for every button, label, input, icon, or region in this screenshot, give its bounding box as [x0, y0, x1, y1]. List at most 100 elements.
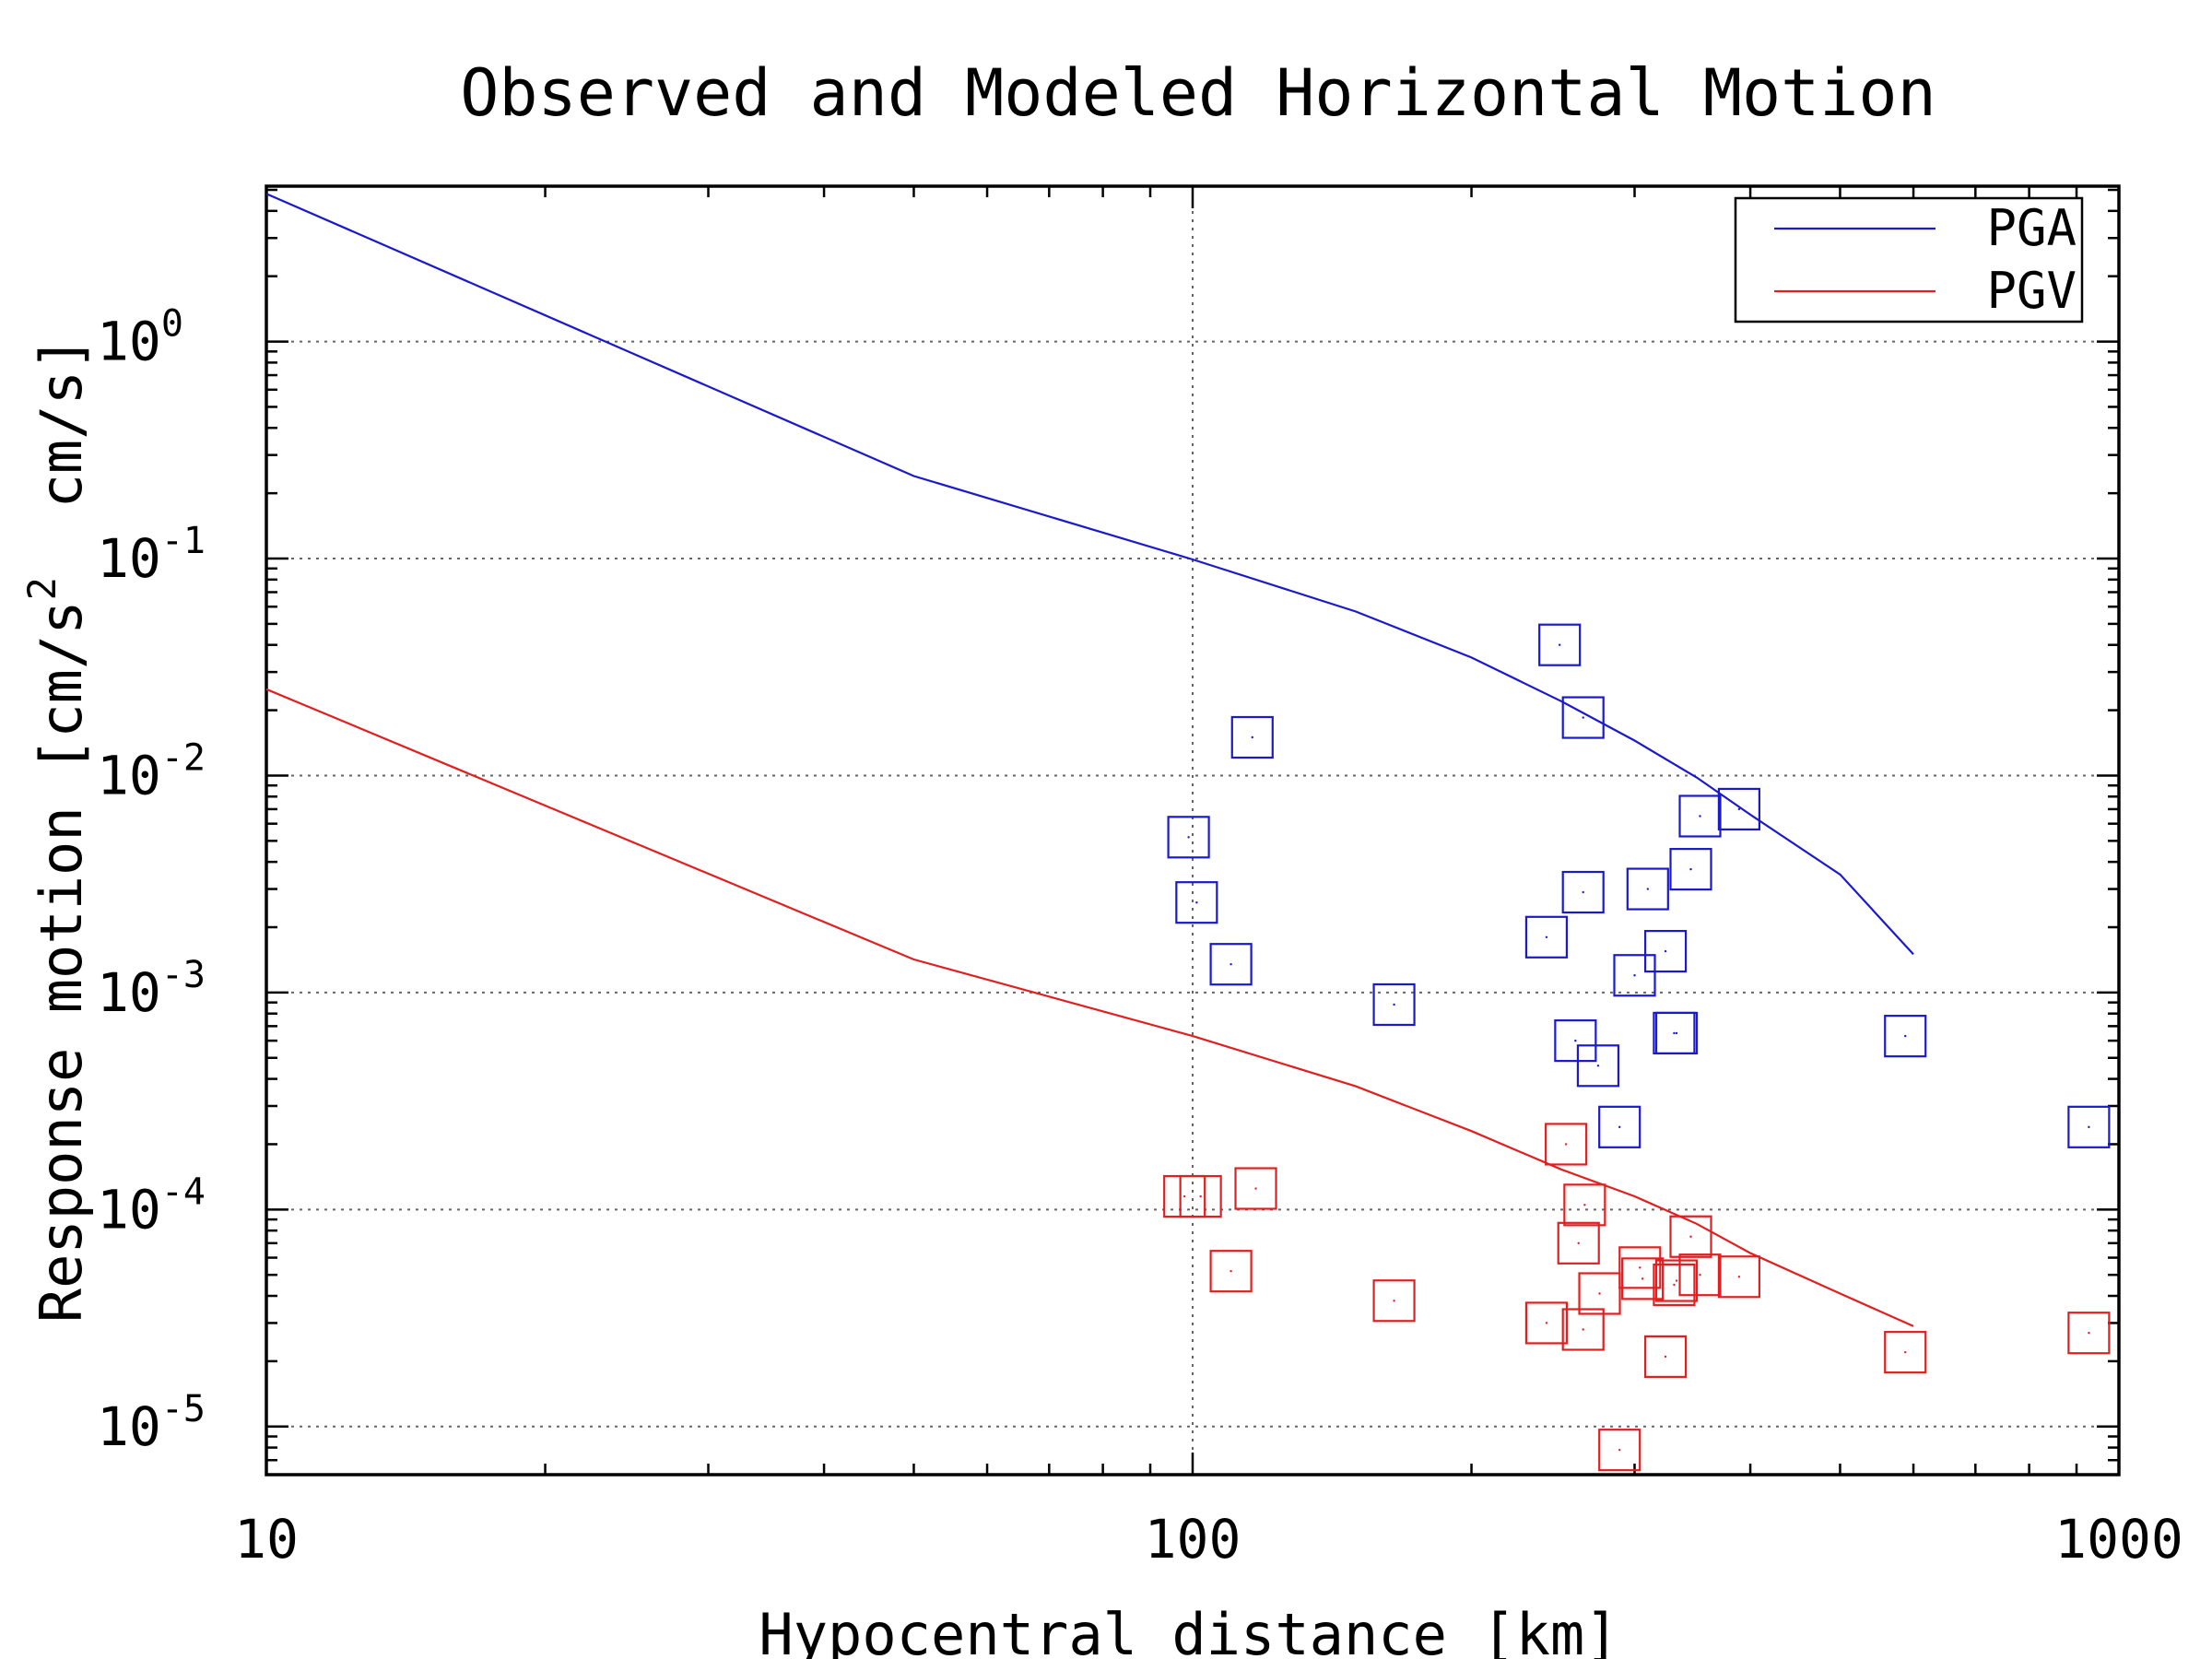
- data-marker-dot: [1596, 1065, 1600, 1067]
- data-marker-dot: [1393, 1300, 1395, 1302]
- series: [265, 193, 2111, 1472]
- data-marker: [1209, 1250, 1253, 1293]
- data-marker: [1678, 794, 1722, 838]
- data-marker: [1563, 1183, 1606, 1227]
- data-marker-dot: [1195, 900, 1198, 904]
- data-marker-dot: [1564, 1143, 1568, 1146]
- data-marker-dot: [1230, 963, 1232, 966]
- data-marker-dot: [1577, 1241, 1580, 1244]
- data-marker-dot: [1689, 1235, 1692, 1238]
- data-marker: [1669, 848, 1712, 891]
- x-axis-label: Hypocentral distance [km]: [759, 1601, 1618, 1659]
- data-marker: [1372, 982, 1416, 1027]
- data-marker-dot: [1673, 1031, 1676, 1035]
- y-tick-label-base: 10: [97, 311, 161, 373]
- y-tick-label-base: 10: [97, 527, 161, 590]
- y-tick-label-exponent: -2: [161, 736, 206, 779]
- data-marker-dot: [1254, 1187, 1257, 1190]
- data-marker-dot: [2088, 1332, 2090, 1335]
- data-marker: [2067, 1312, 2111, 1355]
- data-marker-dot: [1182, 1194, 1186, 1198]
- data-marker: [1372, 1279, 1416, 1323]
- y-tick-label-exponent: -5: [161, 1388, 206, 1430]
- data-marker: [1653, 1263, 1696, 1307]
- y-tick-label: 10-5: [97, 1388, 206, 1458]
- data-marker-dot: [1545, 935, 1548, 938]
- y-tick-label: 10-3: [97, 954, 206, 1024]
- y-tick-label-exponent: -4: [161, 1171, 206, 1213]
- data-marker: [1678, 1253, 1722, 1297]
- data-marker: [1175, 881, 1218, 924]
- data-marker-dot: [1393, 1003, 1395, 1006]
- data-marker: [1179, 1174, 1222, 1218]
- y-tick-label: 10-2: [97, 736, 206, 806]
- y-tick-label-exponent: -3: [161, 954, 206, 996]
- y-tick-label: 10-4: [97, 1171, 206, 1241]
- data-marker: [1618, 1246, 1662, 1289]
- y-tick-label-exponent: -1: [161, 520, 206, 562]
- axis-ticks: [265, 186, 2119, 1477]
- data-marker-dot: [1633, 974, 1636, 977]
- y-axis-label-superscript: 2: [19, 577, 65, 600]
- data-marker-dot: [1583, 1204, 1586, 1206]
- legend-label-pga: PGA: [1986, 199, 2077, 257]
- data-marker: [1598, 1105, 1641, 1148]
- data-marker: [1554, 1019, 1597, 1063]
- data-marker: [2067, 1105, 2111, 1148]
- data-marker-dot: [1618, 1448, 1621, 1452]
- x-tick-label: 100: [1145, 1508, 1241, 1571]
- data-marker-dot: [1664, 1355, 1667, 1359]
- data-marker: [1545, 1123, 1588, 1166]
- data-marker-dot: [1675, 1279, 1678, 1282]
- chart-title: Observed and Modeled Horizontal Motion: [460, 55, 1936, 131]
- data-marker-dot: [1737, 1276, 1741, 1278]
- data-marker-dot: [1558, 643, 1561, 646]
- data-marker: [1561, 1308, 1605, 1351]
- data-marker: [1576, 1044, 1620, 1088]
- y-tick-label-base: 10: [97, 1395, 161, 1458]
- data-marker: [1669, 1215, 1712, 1258]
- series-line-pga: [265, 193, 1914, 956]
- data-marker-dot: [1689, 867, 1692, 871]
- data-marker: [1234, 1167, 1277, 1210]
- data-marker: [1598, 1429, 1641, 1472]
- data-marker-dot: [1251, 735, 1253, 739]
- data-marker: [1209, 943, 1253, 986]
- data-marker: [1884, 1331, 1927, 1374]
- data-marker-dot: [1699, 815, 1701, 818]
- data-marker-dot: [1664, 949, 1667, 953]
- data-marker: [1643, 1335, 1688, 1379]
- data-marker: [1626, 867, 1669, 911]
- legend: PGA PGV: [1734, 196, 2084, 324]
- data-marker: [1538, 623, 1582, 666]
- data-marker-dot: [1737, 807, 1741, 811]
- data-marker: [1643, 929, 1688, 973]
- x-tick-label: 10: [234, 1508, 299, 1571]
- data-marker-dot: [1582, 1328, 1584, 1331]
- data-marker: [1561, 870, 1605, 914]
- data-marker: [1524, 1301, 1569, 1345]
- data-marker: [1557, 1221, 1600, 1265]
- data-marker-dot: [1598, 1292, 1601, 1295]
- data-marker-dot: [1904, 1350, 1907, 1354]
- data-marker-dot: [1618, 1125, 1621, 1129]
- data-marker-dot: [1187, 836, 1190, 839]
- y-tick-label-exponent: 0: [161, 303, 183, 346]
- y-tick-label-base: 10: [97, 744, 161, 806]
- y-tick-label-base: 10: [97, 1178, 161, 1241]
- data-marker-dot: [1639, 1266, 1641, 1269]
- y-tick-label: 100: [97, 303, 183, 373]
- x-tick-label: 1000: [2054, 1508, 2183, 1571]
- series-line-pgv: [265, 688, 1914, 1327]
- data-marker-dot: [1545, 1322, 1548, 1324]
- data-marker-dot: [1582, 890, 1584, 894]
- data-marker: [1717, 787, 1760, 831]
- data-marker: [1578, 1272, 1621, 1315]
- legend-box: [1734, 196, 2084, 324]
- data-marker: [1561, 696, 1605, 739]
- data-marker-dot: [1699, 1274, 1701, 1277]
- data-marker: [1717, 1255, 1760, 1299]
- y-tick-label-base: 10: [97, 961, 161, 1024]
